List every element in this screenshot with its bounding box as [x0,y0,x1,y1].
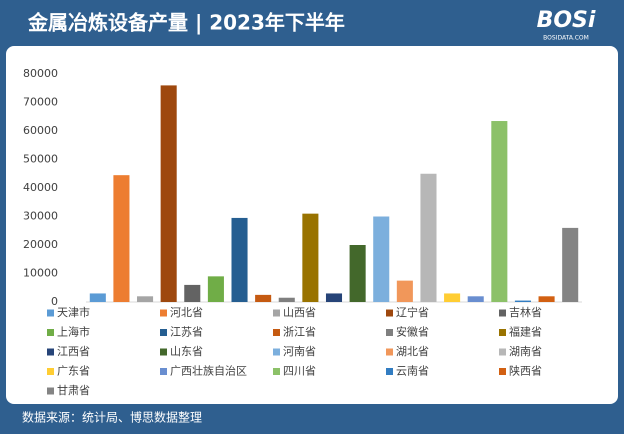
legend-swatch [47,368,54,375]
legend-swatch [273,329,280,336]
legend-label: 江西省 [57,345,90,358]
bar [467,296,484,302]
legend-swatch [499,309,506,317]
bar [562,227,579,302]
bar [444,293,461,302]
legend-label: 吉林省 [509,305,542,319]
legend-swatch [386,348,393,356]
legend-label: 河北省 [170,306,203,319]
legend-label: 福建省 [509,325,542,339]
bar [207,276,224,302]
legend-swatch [160,348,167,356]
legend-label: 云南省 [396,365,429,378]
y-tick-label: 30000 [23,210,58,223]
bar [349,245,366,302]
legend-label: 安徽省 [396,325,429,339]
legend-swatch [273,368,280,375]
bar [231,217,248,302]
legend-swatch [47,309,54,317]
bar [373,216,390,302]
legend-swatch [47,329,54,336]
legend-swatch [386,368,393,375]
bar [184,284,201,302]
logo-sub: BOSIDATA.COM [543,35,589,42]
legend-label: 山西省 [283,306,316,319]
legend-label: 湖南省 [509,345,542,358]
bar [255,294,272,302]
bar [89,293,106,302]
logo: BOSi [537,8,596,33]
bar [420,173,437,302]
bar [396,280,413,302]
legend-label: 浙江省 [283,326,316,339]
bar [113,175,130,302]
legend-swatch [160,329,167,336]
y-tick-label: 10000 [23,267,58,280]
bar [160,85,177,303]
bar [538,296,555,302]
bar [137,296,154,302]
legend-label: 江苏省 [170,326,203,339]
legend-label: 山东省 [170,345,203,358]
legend-swatch [160,309,167,317]
legend-swatch [386,309,393,317]
legend-swatch [273,348,280,356]
bar [302,213,319,302]
legend-swatch [47,387,54,395]
legend-label: 广东省 [57,365,90,378]
y-tick-label: 50000 [23,153,58,166]
y-tick-label: 80000 [23,67,58,80]
legend-swatch [160,368,167,375]
y-tick-label: 70000 [23,96,58,109]
legend-swatch [47,348,54,356]
legend-label: 河南省 [283,345,316,358]
bar [491,121,508,303]
legend-label: 上海市 [57,325,90,339]
legend-swatch [499,368,506,375]
bar [325,293,343,302]
source-note: 数据来源：统计局、博思数据整理 [22,410,202,425]
legend-label: 湖北省 [396,345,429,358]
chart-title: 金属冶炼设备产量 | 2023年下半年 [27,11,345,35]
legend-swatch [499,348,506,356]
legend-label: 四川省 [283,365,316,378]
legend-swatch [499,329,506,336]
legend-label: 广西壮族自治区 [170,364,247,378]
legend-label: 甘肃省 [57,384,90,397]
y-tick-label: 20000 [23,238,58,251]
y-tick-label: 60000 [23,124,58,137]
legend-label: 辽宁省 [396,305,429,319]
bar [278,297,295,302]
legend-label: 陕西省 [509,364,542,378]
bar [514,300,531,302]
legend-swatch [386,329,393,336]
legend-label: 天津市 [57,305,90,319]
y-tick-label: 40000 [23,181,58,194]
y-tick-label: 0 [51,295,58,308]
legend-swatch [273,309,280,317]
